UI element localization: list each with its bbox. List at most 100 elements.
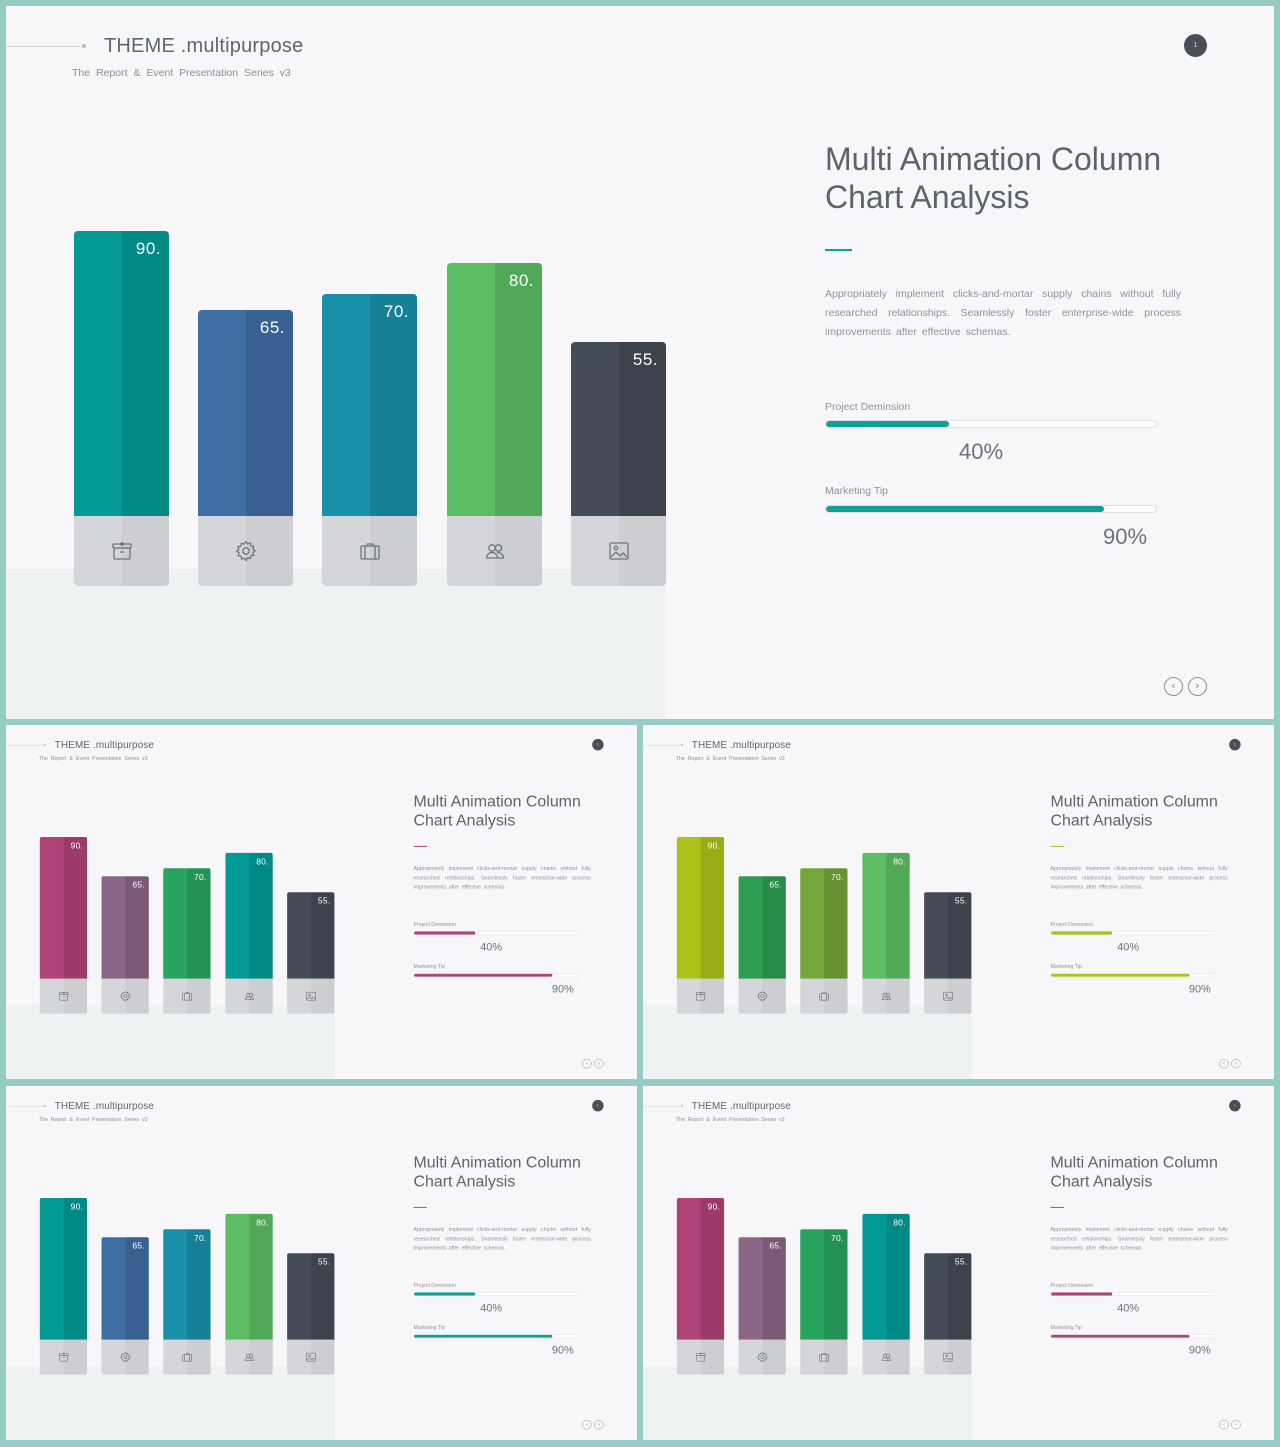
bar-shade xyxy=(63,1197,88,1340)
briefcase-icon xyxy=(359,543,380,560)
prev-slide-button[interactable]: ‹ xyxy=(1219,1419,1229,1430)
bar-shade xyxy=(886,1213,910,1340)
image-icon xyxy=(608,542,629,560)
next-slide-button[interactable]: › xyxy=(594,1419,604,1430)
next-slide-button[interactable]: › xyxy=(594,1058,604,1069)
slide-thumbnail-4[interactable]: THEME .multipurpose The Report & Event P… xyxy=(643,1086,1274,1440)
slide-thumbnail-3[interactable]: THEME .multipurpose The Report & Event P… xyxy=(6,1086,637,1440)
progress-bar-project xyxy=(1050,931,1216,935)
slide-title: Multi Animation Column Chart Analysis xyxy=(414,792,623,830)
chart-bar-users: 80. xyxy=(862,852,910,979)
bar-icon-base-briefcase xyxy=(163,978,211,1014)
column-chart: 90. 65. 70. 80. 55. xyxy=(643,725,981,1024)
slide-title-line-2: Chart Analysis xyxy=(1050,811,1153,829)
brand-subtitle: The Report & Event Presentation Series v… xyxy=(675,1116,785,1123)
page-number-badge: 1 xyxy=(592,738,604,751)
slide-title: Multi Animation Column Chart Analysis xyxy=(825,140,1245,216)
prev-slide-button[interactable]: ‹ xyxy=(1219,1058,1229,1069)
image-icon xyxy=(305,991,316,1001)
bar-shade xyxy=(310,1253,335,1340)
prev-slide-button[interactable]: ‹ xyxy=(582,1058,592,1069)
users-icon xyxy=(244,1353,254,1361)
progress-fill-marketing xyxy=(826,506,1104,512)
brand-subtitle: The Report & Event Presentation Series v… xyxy=(72,67,291,79)
next-slide-button[interactable]: › xyxy=(1231,1419,1241,1430)
chart-bar-briefcase: 70. xyxy=(322,294,417,516)
bar-icon-base-archive xyxy=(39,978,88,1014)
slide-title: Multi Animation Column Chart Analysis xyxy=(414,1153,623,1191)
page-number-badge: 1 xyxy=(1229,738,1241,751)
progress-value-marketing: 90% xyxy=(1188,1343,1211,1357)
bar-shade xyxy=(63,836,88,979)
bar-icon-base-image xyxy=(287,978,335,1014)
chart-floor-shadow xyxy=(6,1005,335,1079)
bar-value-label: 90. xyxy=(70,840,84,851)
header-dot xyxy=(43,1104,46,1107)
bar-shade xyxy=(369,294,417,516)
brand-title: THEME .multipurpose xyxy=(54,1100,154,1112)
gear-icon xyxy=(120,1352,131,1363)
bar-shade xyxy=(762,1237,786,1340)
column-chart: 90. 65. 70. 80. 55. xyxy=(6,725,344,1024)
slide-title: Multi Animation Column Chart Analysis xyxy=(1051,1153,1260,1191)
description-text: Appropriately implement clicks-and-morta… xyxy=(825,288,1181,338)
progress-bar-marketing xyxy=(825,505,1157,513)
bar-value-label: 80. xyxy=(893,856,906,867)
bar-shade xyxy=(700,1197,725,1340)
bar-value-label: 70. xyxy=(831,872,844,882)
bar-value-label: 80. xyxy=(893,1217,906,1228)
bar-icon-base-image xyxy=(287,1339,335,1375)
bar-value-label: 70. xyxy=(194,1233,207,1243)
bar-icon-base-users xyxy=(862,978,910,1014)
slide-title-line-1: Multi Animation Column xyxy=(1050,1153,1218,1172)
bar-value-label: 65. xyxy=(769,1241,782,1251)
slide-thumbnail-2[interactable]: THEME .multipurpose The Report & Event P… xyxy=(643,725,1274,1079)
progress-fill-project xyxy=(414,931,476,935)
bar-value-label: 70. xyxy=(194,872,207,882)
header-dot xyxy=(82,44,86,48)
bar-shade xyxy=(125,1237,149,1340)
bar-value-label: 55. xyxy=(954,896,968,906)
progress-bar-marketing xyxy=(413,973,579,978)
chart-bar-settings: 65. xyxy=(101,876,149,979)
prev-slide-button[interactable]: ‹ xyxy=(582,1419,592,1430)
briefcase-icon xyxy=(819,1353,829,1362)
bar-shade xyxy=(186,1229,211,1340)
bar-shade xyxy=(494,262,542,516)
progress-fill-project xyxy=(1051,931,1113,935)
chart-bar-users: 80. xyxy=(225,1213,273,1340)
bar-shade xyxy=(823,868,848,979)
chart-floor-shadow xyxy=(6,569,666,719)
description-text: Appropriately implement clicks-and-morta… xyxy=(413,1226,591,1252)
header-dot xyxy=(680,1104,683,1107)
progress-fill-marketing xyxy=(414,973,553,977)
bar-value-label: 55. xyxy=(954,1257,968,1267)
chart-bar-briefcase: 70. xyxy=(800,868,848,979)
users-icon xyxy=(881,1353,891,1361)
progress-value-project: 40% xyxy=(480,940,503,953)
bar-shade xyxy=(310,892,335,979)
next-slide-button[interactable]: › xyxy=(1188,677,1207,696)
slide-thumbnail-1[interactable]: THEME .multipurpose The Report & Event P… xyxy=(6,725,637,1079)
progress-fill-project xyxy=(826,421,950,427)
brand-title: THEME .multipurpose xyxy=(104,35,304,57)
bar-icon-base-archive xyxy=(39,1339,88,1375)
briefcase-icon xyxy=(182,1353,192,1362)
bar-icon-base-image xyxy=(571,516,666,586)
prev-slide-button[interactable]: ‹ xyxy=(1164,677,1183,696)
briefcase-icon xyxy=(182,992,192,1001)
archive-box-icon xyxy=(58,1352,69,1362)
chart-floor-shadow xyxy=(6,1366,335,1440)
chart-bar-archive: 90. xyxy=(676,836,725,979)
title-accent-dash xyxy=(413,1206,427,1208)
header-rule xyxy=(6,46,82,47)
users-icon xyxy=(244,992,254,1000)
header-dot xyxy=(680,743,683,746)
chart-bar-archive: 90. xyxy=(676,1197,725,1340)
users-icon xyxy=(881,992,891,1000)
bar-icon-base-briefcase xyxy=(163,1339,211,1375)
bar-value-label: 65. xyxy=(132,880,145,890)
next-slide-button[interactable]: › xyxy=(1231,1058,1241,1069)
bar-icon-base-settings xyxy=(738,978,786,1014)
progress-fill-marketing xyxy=(1051,973,1190,977)
